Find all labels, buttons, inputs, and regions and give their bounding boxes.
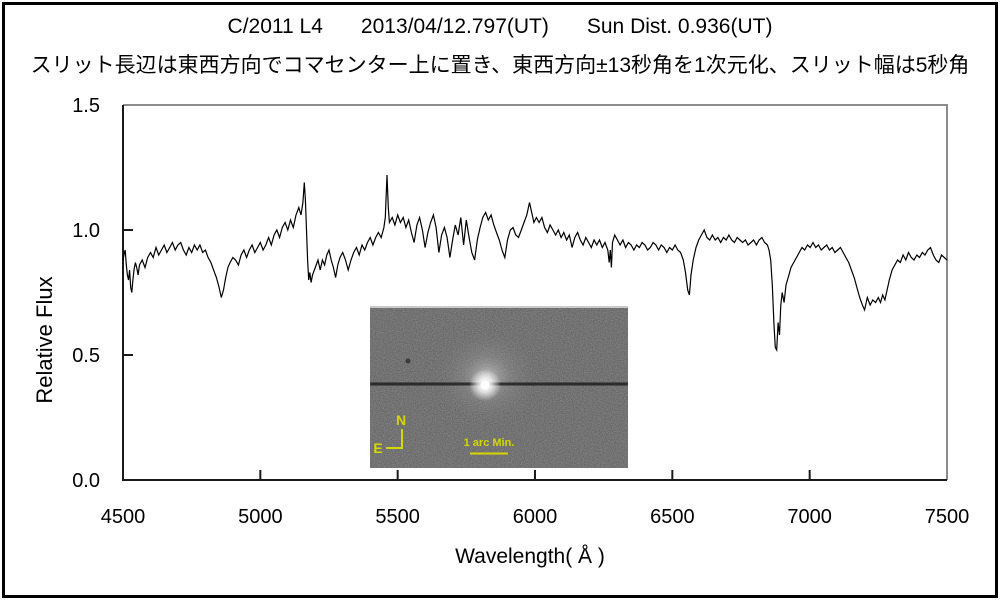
y-tick-label: 1.5: [72, 95, 100, 117]
object-name: C/2011 L4: [227, 15, 323, 38]
x-tick-label: 6000: [513, 506, 558, 528]
comet-image-inset: N E 1 arc Min.: [370, 306, 628, 468]
x-tick-label: 5500: [375, 506, 420, 528]
spectrum-line: [122, 174, 948, 353]
chart-subtitle-japanese: スリット長辺は東西方向でコマセンター上に置き、東西方向±13秒角を1次元化、スリ…: [30, 54, 970, 77]
observation-datetime: 2013/04/12.797(UT): [360, 15, 549, 38]
y-tick-label: 1.0: [72, 220, 100, 242]
plot-axes: [122, 105, 947, 481]
x-tick-label: 7500: [925, 506, 970, 528]
y-tick-label: 0.0: [72, 470, 100, 492]
chart-title: C/2011 L4 2013/04/12.797(UT) Sun Dist. 0…: [0, 15, 1000, 39]
scale-bar-label: 1 arc Min.: [464, 437, 515, 449]
x-tick-label: 4500: [101, 506, 146, 528]
compass-east-label: E: [373, 440, 382, 456]
y-tick-label: 0.5: [72, 345, 100, 367]
x-axis-label: Wavelength( Å ): [455, 545, 605, 568]
dark-spot: [405, 358, 411, 364]
compass-north-label: N: [396, 412, 406, 428]
x-tick-label: 5000: [238, 506, 283, 528]
x-tick-label: 6500: [650, 506, 695, 528]
compass-axes: [386, 429, 403, 449]
plot-frame: [123, 104, 948, 480]
sun-distance: Sun Dist. 0.936(UT): [586, 15, 773, 38]
comet-core: [480, 380, 490, 390]
x-tick-label: 7000: [787, 506, 832, 528]
comet-image: N E 1 arc Min.: [370, 306, 628, 468]
